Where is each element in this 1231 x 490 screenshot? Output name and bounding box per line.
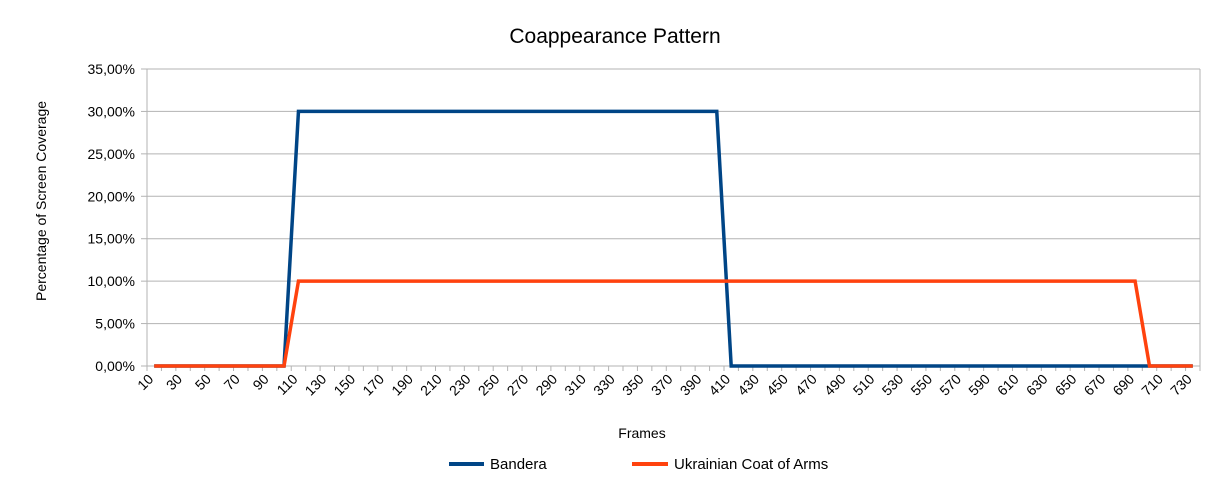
x-tick-label: 650	[1052, 371, 1080, 399]
x-tick-label: 130	[302, 371, 330, 399]
x-tick-label: 230	[446, 371, 474, 399]
axes	[146, 69, 1201, 367]
x-tick-label: 370	[648, 371, 676, 399]
legend-item-ukrainian-coat-of-arms: Ukrainian Coat of Arms	[632, 456, 828, 473]
x-tick-label: 710	[1138, 371, 1166, 399]
x-tick-label: 570	[936, 371, 964, 399]
legend-label-ukrainian-coat-of-arms: Ukrainian Coat of Arms	[674, 456, 828, 473]
x-tick-label: 90	[249, 371, 271, 393]
x-axis-title: Frames	[618, 425, 665, 441]
y-axis-ticks: 0,00% 5,00% 10,00% 15,00% 20,00% 25,00% 30,00%…	[88, 61, 147, 374]
legend-item-bandera: Bandera	[449, 456, 547, 473]
x-tick-label: 490	[821, 371, 849, 399]
x-tick-label: 70	[221, 371, 243, 393]
y-tick-label: 5,00%	[95, 316, 135, 332]
y-tick-label: 15,00%	[88, 231, 135, 247]
x-tick-label: 410	[705, 371, 733, 399]
x-tick-label: 210	[417, 371, 445, 399]
y-axis-title: Percentage of Screen Coverage	[33, 101, 49, 301]
y-tick-label: 35,00%	[88, 61, 135, 77]
x-tick-label: 10	[134, 371, 156, 393]
y-tick-label: 10,00%	[88, 273, 135, 289]
x-tick-label: 510	[850, 371, 878, 399]
x-tick-label: 690	[1109, 371, 1137, 399]
grid	[147, 68, 1200, 367]
x-tick-label: 630	[1023, 371, 1051, 399]
x-tick-label: 430	[734, 371, 762, 399]
y-tick-label: 20,00%	[88, 188, 135, 204]
x-tick-label: 730	[1167, 371, 1195, 399]
x-tick-label: 450	[763, 371, 791, 399]
y-tick-label: 30,00%	[88, 103, 135, 119]
x-tick-label: 530	[879, 371, 907, 399]
x-tick-label: 670	[1081, 371, 1109, 399]
x-tick-label: 330	[590, 371, 618, 399]
x-tick-label: 470	[792, 371, 820, 399]
x-tick-label: 150	[330, 371, 358, 399]
x-tick-label: 390	[677, 371, 705, 399]
y-tick-label: 0,00%	[95, 358, 135, 374]
x-tick-label: 250	[475, 371, 503, 399]
x-tick-label: 610	[994, 371, 1022, 399]
legend-label-bandera: Bandera	[490, 456, 547, 473]
x-tick-label: 190	[388, 371, 416, 399]
x-tick-label: 110	[273, 371, 300, 398]
x-tick-label: 50	[192, 371, 214, 393]
series-lines	[154, 109, 1193, 368]
x-tick-label: 290	[532, 371, 560, 399]
x-tick-label: 550	[907, 371, 935, 399]
x-tick-label: 30	[163, 371, 185, 393]
x-tick-label: 590	[965, 371, 993, 399]
x-tick-label: 350	[619, 371, 647, 399]
x-tick-label: 270	[504, 371, 532, 399]
legend: Bandera Ukrainian Coat of Arms	[449, 456, 828, 473]
chart-title: Coappearance Pattern	[509, 25, 720, 48]
x-tick-label: 310	[561, 371, 589, 399]
x-axis-ticks: 10 30 50 70 90 110 130 150 170 190 210 230 250 270 290…	[134, 366, 1201, 399]
x-tick-label: 170	[359, 371, 387, 399]
series-line-ukrainian-coat-of-arms	[154, 279, 1193, 368]
y-tick-label: 25,00%	[88, 146, 135, 162]
